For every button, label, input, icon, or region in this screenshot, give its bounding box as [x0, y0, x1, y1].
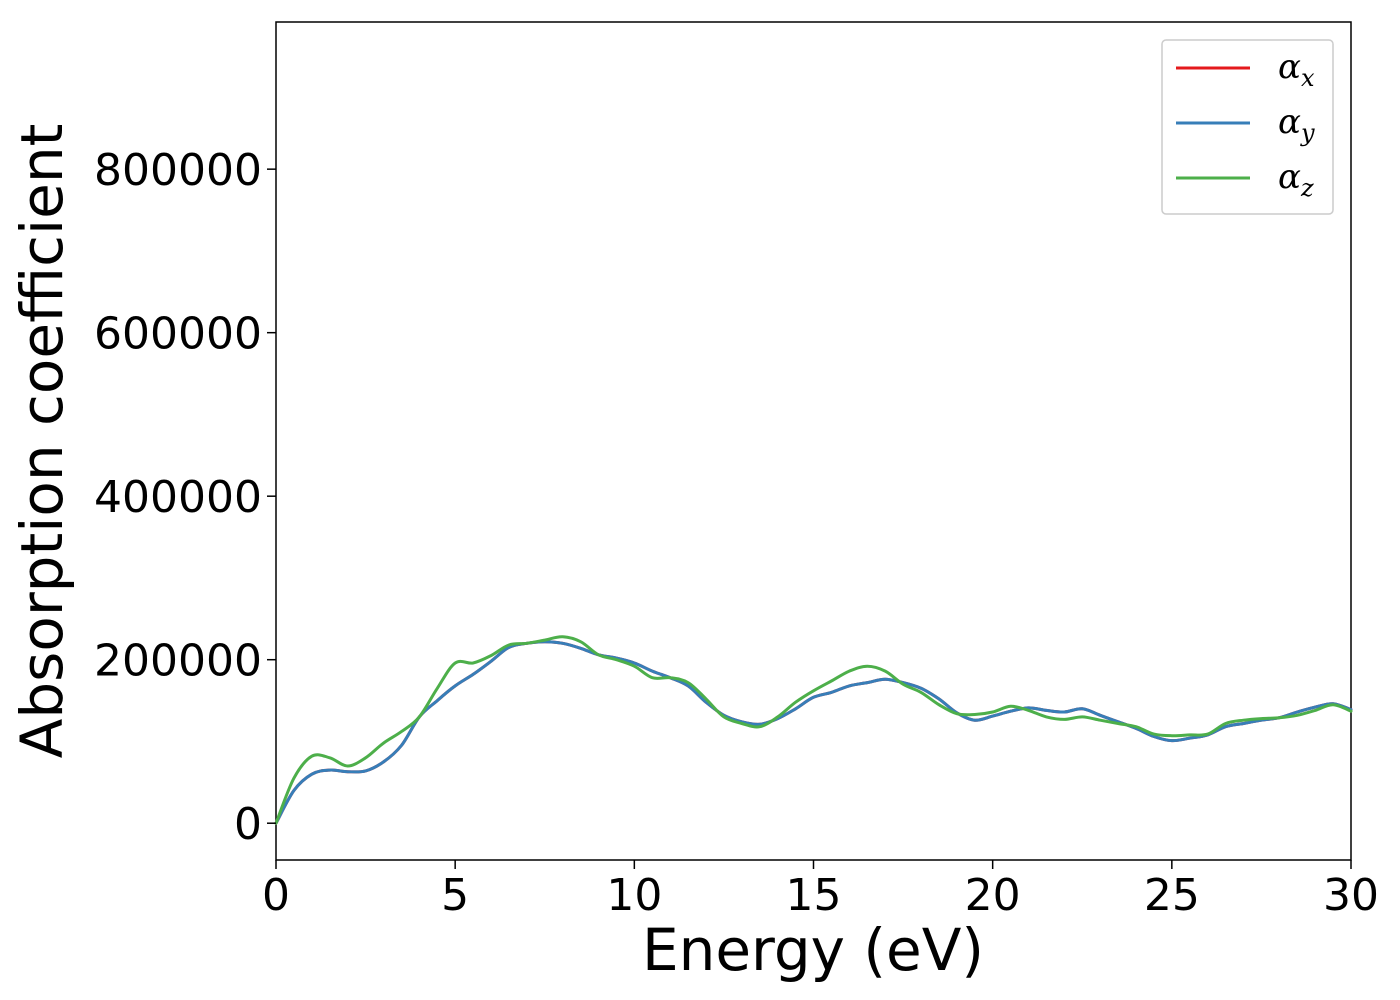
y-axis-ticks: 0 200000 400000 600000 800000: [94, 145, 276, 850]
x-tick-label: 25: [1144, 870, 1200, 921]
y-tick-label: 200000: [94, 636, 262, 687]
y-tick-label: 400000: [94, 472, 262, 523]
y-axis-title: Absorption coefficient: [8, 124, 76, 759]
x-tick-label: 30: [1323, 870, 1379, 921]
x-tick-label: 10: [606, 870, 662, 921]
x-tick-label: 20: [965, 870, 1021, 921]
x-tick-label: 0: [262, 870, 290, 921]
series-line-alpha-z: [274, 635, 1353, 825]
x-axis-ticks: 0 5 10 15 20 25 30: [262, 860, 1379, 921]
y-tick-label: 800000: [94, 145, 262, 196]
y-tick-label: 600000: [94, 309, 262, 360]
x-tick-label: 15: [786, 870, 842, 921]
series-line-alpha-y: [274, 640, 1353, 825]
legend-box: [1161, 39, 1334, 215]
y-tick-label: 0: [234, 799, 262, 850]
x-tick-label: 5: [441, 870, 469, 921]
x-axis-title: Energy (eV): [642, 916, 984, 984]
series-layer: [274, 635, 1353, 825]
